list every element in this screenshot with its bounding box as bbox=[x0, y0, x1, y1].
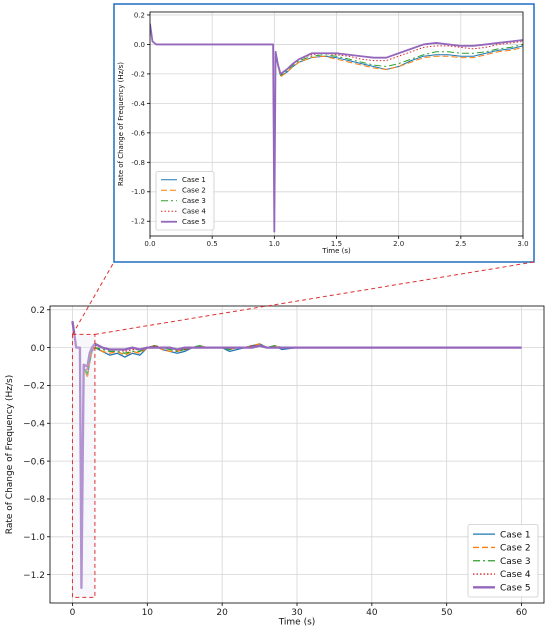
inset-y-axis-label: Rate of Change of Frequency (Hz/s) bbox=[117, 62, 125, 186]
zoom-connectors bbox=[71, 261, 535, 598]
inset-y-tick-label: -0.4 bbox=[131, 100, 145, 108]
main-series-line-case-4 bbox=[71, 322, 522, 589]
inset-series-line-case-3 bbox=[150, 25, 523, 233]
main-chart: 0 10 20 30 40 50 60 −1.2 −1.0 −0.8 −0.6 −0.4 −0.2 0.0… bbox=[5, 305, 545, 628]
zoom-region-box bbox=[71, 333, 96, 598]
main-y-tick-label: −1.2 bbox=[23, 571, 45, 581]
main-legend-label-case-4: Case 4 bbox=[500, 570, 531, 580]
main-y-tick-label: −0.6 bbox=[23, 457, 45, 467]
main-x-tick-label: 10 bbox=[142, 608, 154, 618]
inset-legend-label-case-3: Case 3 bbox=[182, 197, 206, 205]
main-legend: Case 1 Case 2 Case 3 Case 4 Case 5 bbox=[467, 524, 539, 598]
inset-x-tick-label: 2.0 bbox=[393, 240, 404, 248]
inset-y-tick-label: -1.2 bbox=[131, 218, 145, 226]
inset-legend-label-case-4: Case 4 bbox=[182, 208, 206, 216]
main-legend-label-case-3: Case 3 bbox=[500, 557, 531, 567]
inset-y-tick-label: -0.6 bbox=[131, 129, 145, 137]
inset-legend-box bbox=[155, 171, 215, 231]
main-y-tick-label: −0.2 bbox=[23, 382, 45, 392]
main-y-axis-label: Rate of Change of Frequency (Hz/s) bbox=[5, 375, 15, 534]
inset-y-tick-label: -1.0 bbox=[131, 188, 145, 196]
main-x-tick-label: 50 bbox=[441, 608, 453, 618]
main-y-tick-label: −1.0 bbox=[23, 533, 45, 543]
inset-x-tick-label: 1.5 bbox=[331, 240, 342, 248]
main-series-line-case-5 bbox=[71, 320, 522, 590]
main-y-tick-label: −0.8 bbox=[23, 495, 45, 505]
main-x-tick-label: 0 bbox=[70, 608, 76, 618]
main-legend-label-case-5: Case 5 bbox=[500, 584, 531, 594]
main-x-tick-label: 30 bbox=[291, 608, 303, 618]
main-y-tick-label: 0.2 bbox=[31, 306, 45, 316]
inset-y-tick-label: -0.8 bbox=[131, 159, 145, 167]
inset-y-tick-label: 0.0 bbox=[134, 41, 145, 49]
inset-x-tick-label: 3.0 bbox=[517, 240, 528, 248]
inset-y-tick-label: -0.2 bbox=[131, 70, 145, 78]
inset-legend-label-case-1: Case 1 bbox=[182, 176, 206, 184]
main-legend-label-case-1: Case 1 bbox=[500, 530, 531, 540]
inset-chart: 0.0 0.5 1.0 1.5 2.0 2.5 3.0 -1.2 -1.0 -0.8 -0.6 -0.… bbox=[113, 3, 535, 263]
main-y-tick-label: −0.4 bbox=[23, 419, 45, 429]
main-x-tick-label: 40 bbox=[366, 608, 378, 618]
inset-y-tick-label: 0.2 bbox=[134, 11, 145, 19]
main-x-tick-label: 20 bbox=[216, 608, 228, 618]
inset-legend-label-case-2: Case 2 bbox=[182, 187, 206, 195]
inset-x-tick-label: 1.0 bbox=[269, 240, 280, 248]
main-legend-box bbox=[467, 524, 539, 598]
inset-legend: Case 1 Case 2 Case 3 Case 4 Case 5 bbox=[155, 171, 215, 231]
inset-x-tick-label: 0.0 bbox=[144, 240, 155, 248]
main-y-tick-label: 0.0 bbox=[31, 344, 46, 354]
main-legend-label-case-2: Case 2 bbox=[500, 544, 531, 554]
inset-legend-label-case-5: Case 5 bbox=[182, 218, 206, 226]
inset-x-axis-label: Time (s) bbox=[321, 247, 351, 255]
main-x-axis-label: Time (s) bbox=[278, 618, 316, 628]
main-x-tick-label: 60 bbox=[516, 608, 528, 618]
inset-series-line-case-5 bbox=[150, 23, 523, 233]
inset-series-line-case-4 bbox=[150, 25, 523, 233]
inset-x-tick-label: 2.5 bbox=[455, 240, 466, 248]
inset-x-tick-label: 0.5 bbox=[207, 240, 218, 248]
